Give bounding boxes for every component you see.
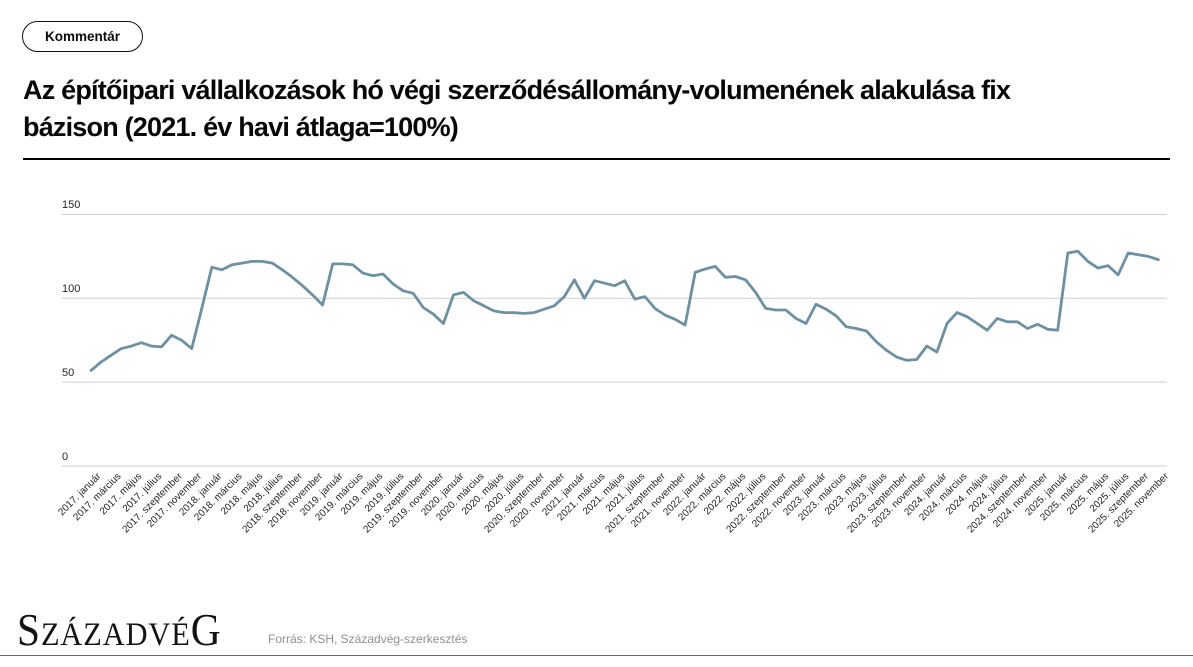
logo-letter-first: S bbox=[17, 605, 41, 655]
y-tick-label: 50 bbox=[62, 367, 75, 380]
data-series-line bbox=[89, 249, 1160, 372]
footer-divider bbox=[0, 655, 1193, 656]
y-tick-label: 0 bbox=[62, 451, 69, 463]
chart-svg bbox=[62, 213, 1167, 467]
title-divider bbox=[23, 158, 1170, 160]
page-title: Az építőipari vállalkozások hó végi szer… bbox=[23, 72, 1183, 146]
szazadveg-logo: SZÁZADVÉG bbox=[17, 604, 222, 656]
comment-button[interactable]: Kommentár bbox=[22, 21, 144, 52]
source-note: Forrás: KSH, Századvég-szerkesztés bbox=[268, 632, 468, 646]
page-title-line2: bázison (2021. év havi átlaga=100%) bbox=[23, 112, 459, 142]
line-chart: 0 50 100 150 2017. január 2017. március 2017. … bbox=[57, 199, 1172, 535]
logo-letters-mid: ZÁZADVÉ bbox=[40, 617, 191, 653]
page-title-line1: Az építőipari vállalkozások hó végi szer… bbox=[23, 75, 1011, 105]
y-tick-label: 150 bbox=[62, 199, 81, 212]
logo-letter-last: G bbox=[190, 605, 222, 655]
y-tick-label: 100 bbox=[62, 283, 81, 296]
